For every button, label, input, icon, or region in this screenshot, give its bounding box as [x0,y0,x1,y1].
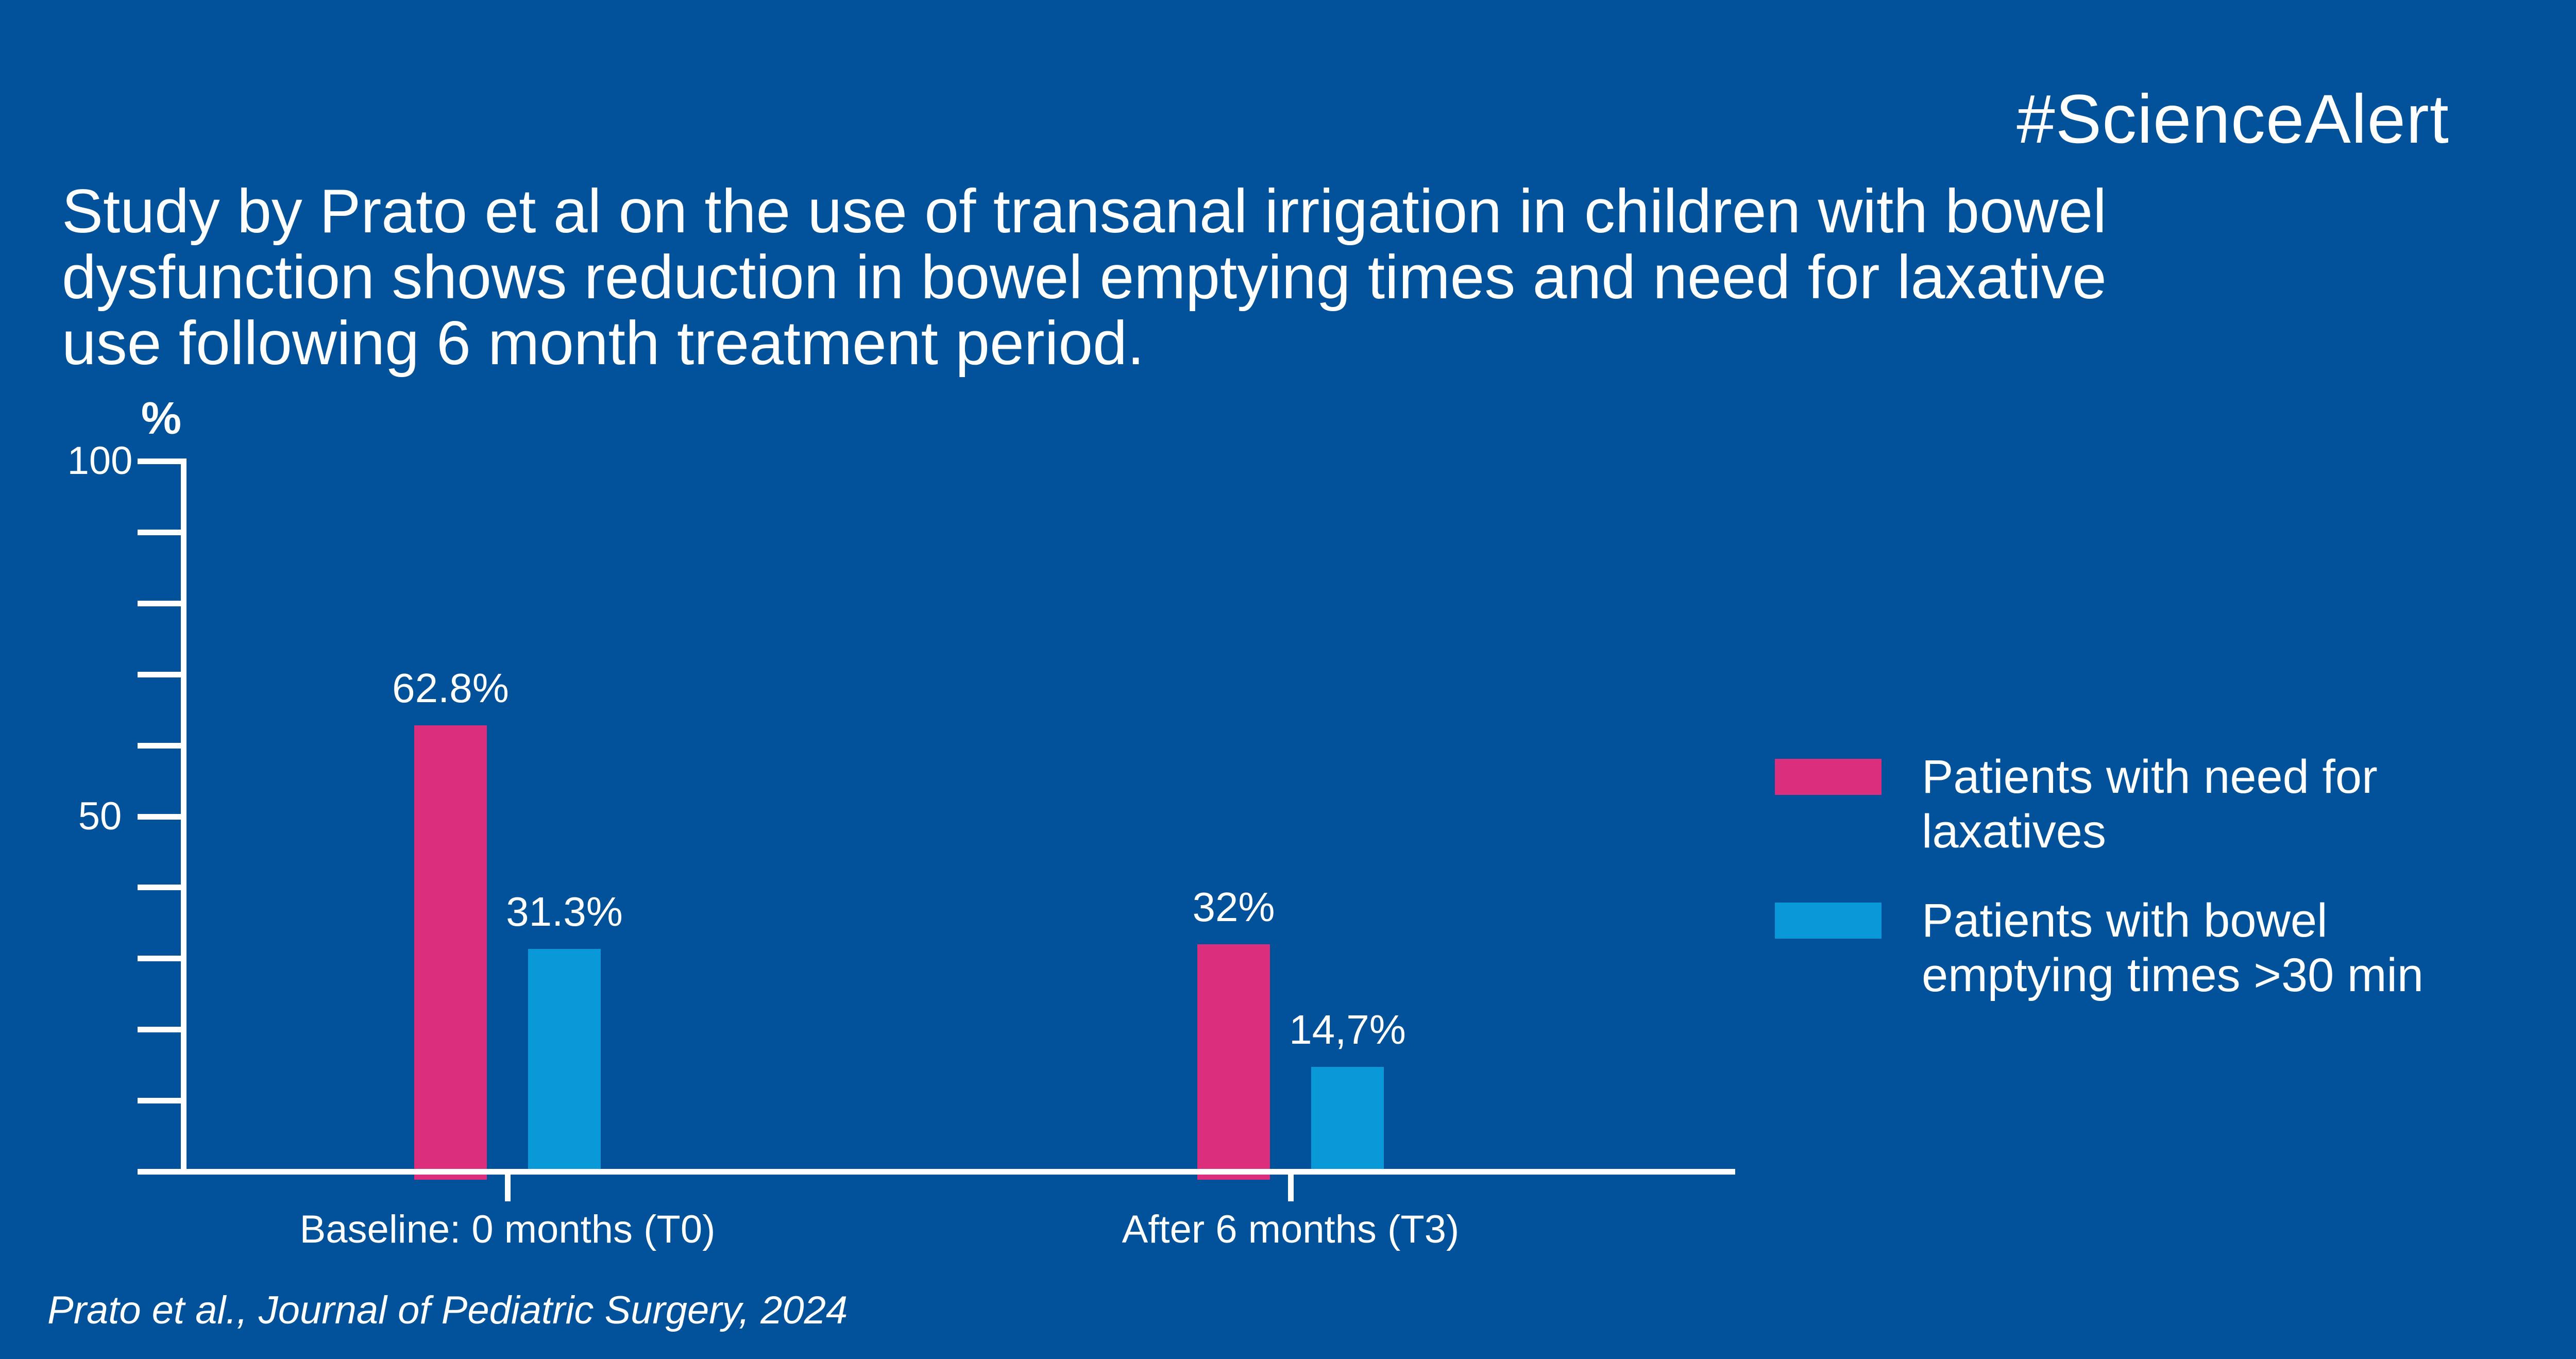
legend-label-laxatives-line-1: Patients with need for [1922,751,2378,803]
bar-emptying-times-group-1 [528,949,601,1174]
brand-hashtag: #ScienceAlert [2016,81,2449,158]
bar-emptying-times-group-2 [1311,1067,1384,1174]
legend-label-laxatives: Patients with need for laxatives [1922,750,2566,859]
legend-swatch-emptying-times [1775,903,1882,939]
y-axis-tick-40 [138,885,181,890]
y-axis-tick-70 [138,672,181,677]
legend-label-emptying-times-line-1: Patients with bowel [1922,894,2328,947]
y-axis-unit-label: % [141,393,182,444]
y-axis-tick-label-100: 100 [67,439,133,483]
x-axis-category-label-1: Baseline: 0 months (T0) [299,1208,716,1251]
title-line-3: use following 6 month treatment period. [62,309,1145,378]
bar-value-label-emptying-times-group-2: 14,7% [1289,1007,1406,1052]
legend-label-laxatives-line-2: laxatives [1922,805,2106,858]
x-axis-tick-1 [505,1171,511,1201]
legend-label-emptying-times-line-2: emptying times >30 min [1922,949,2424,1001]
bar-laxatives-group-2 [1197,944,1270,1180]
x-axis-category-label-2: After 6 months (T3) [1122,1208,1460,1251]
page-title: Study by Prato et al on the use of trans… [62,178,2514,376]
bar-laxatives-group-1 [414,725,487,1180]
x-axis-tick-2 [1288,1171,1294,1201]
x-axis-line [138,1169,1735,1175]
y-axis-tick-90 [138,530,181,535]
y-axis-tick-50 [138,814,181,820]
y-axis-tick-30 [138,956,181,961]
bar-value-label-laxatives-group-1: 62.8% [392,665,509,711]
y-axis-tick-100 [138,458,181,464]
y-axis-tick-20 [138,1027,181,1032]
y-axis-tick-60 [138,743,181,749]
source-citation: Prato et al., Journal of Pediatric Surge… [47,1288,848,1332]
bar-value-label-laxatives-group-2: 32% [1192,884,1275,930]
y-axis-tick-10 [138,1098,181,1103]
title-line-2: dysfunction shows reduction in bowel emp… [62,243,2107,312]
y-axis-tick-label-50: 50 [78,794,122,838]
y-axis-tick-80 [138,601,181,606]
legend-swatch-laxatives [1775,759,1882,795]
y-axis-line [181,458,187,1175]
bar-value-label-emptying-times-group-1: 31.3% [506,889,623,935]
legend-label-emptying-times: Patients with bowel emptying times >30 m… [1922,893,2566,1003]
title-line-1: Study by Prato et al on the use of trans… [62,177,2107,246]
